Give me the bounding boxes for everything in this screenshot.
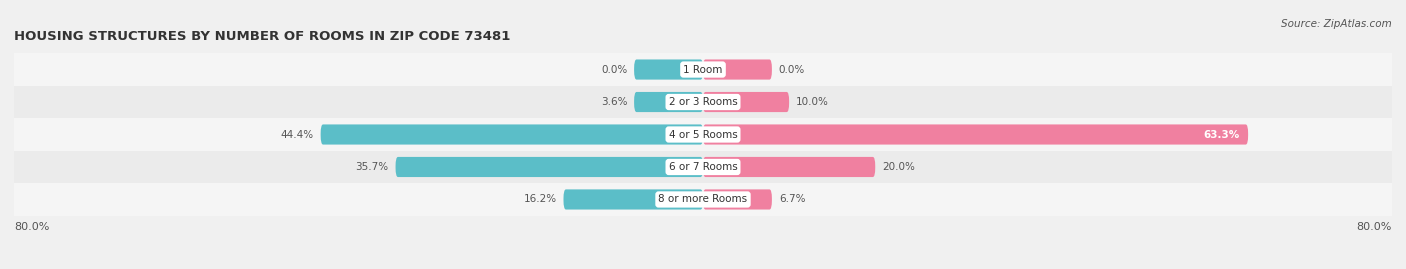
FancyBboxPatch shape <box>634 92 703 112</box>
Text: 3.6%: 3.6% <box>600 97 627 107</box>
Text: 16.2%: 16.2% <box>523 194 557 204</box>
FancyBboxPatch shape <box>703 189 772 210</box>
Text: 80.0%: 80.0% <box>14 222 49 232</box>
FancyBboxPatch shape <box>321 125 703 144</box>
FancyBboxPatch shape <box>564 189 703 210</box>
FancyBboxPatch shape <box>14 118 1392 151</box>
FancyBboxPatch shape <box>703 59 772 80</box>
Text: 6.7%: 6.7% <box>779 194 806 204</box>
Text: 35.7%: 35.7% <box>356 162 388 172</box>
Text: 10.0%: 10.0% <box>796 97 830 107</box>
Text: 1 Room: 1 Room <box>683 65 723 75</box>
FancyBboxPatch shape <box>395 157 703 177</box>
FancyBboxPatch shape <box>14 86 1392 118</box>
FancyBboxPatch shape <box>14 183 1392 216</box>
FancyBboxPatch shape <box>14 151 1392 183</box>
FancyBboxPatch shape <box>703 92 789 112</box>
FancyBboxPatch shape <box>634 59 703 80</box>
FancyBboxPatch shape <box>14 53 1392 86</box>
Text: 20.0%: 20.0% <box>882 162 915 172</box>
Text: 6 or 7 Rooms: 6 or 7 Rooms <box>669 162 737 172</box>
Text: 4 or 5 Rooms: 4 or 5 Rooms <box>669 129 737 140</box>
Text: 63.3%: 63.3% <box>1204 129 1240 140</box>
Text: 2 or 3 Rooms: 2 or 3 Rooms <box>669 97 737 107</box>
Text: 0.0%: 0.0% <box>600 65 627 75</box>
Text: 8 or more Rooms: 8 or more Rooms <box>658 194 748 204</box>
FancyBboxPatch shape <box>703 157 875 177</box>
Text: HOUSING STRUCTURES BY NUMBER OF ROOMS IN ZIP CODE 73481: HOUSING STRUCTURES BY NUMBER OF ROOMS IN… <box>14 30 510 43</box>
FancyBboxPatch shape <box>703 125 1249 144</box>
Text: Source: ZipAtlas.com: Source: ZipAtlas.com <box>1281 19 1392 29</box>
Text: 44.4%: 44.4% <box>281 129 314 140</box>
Text: 80.0%: 80.0% <box>1357 222 1392 232</box>
Text: 0.0%: 0.0% <box>779 65 806 75</box>
